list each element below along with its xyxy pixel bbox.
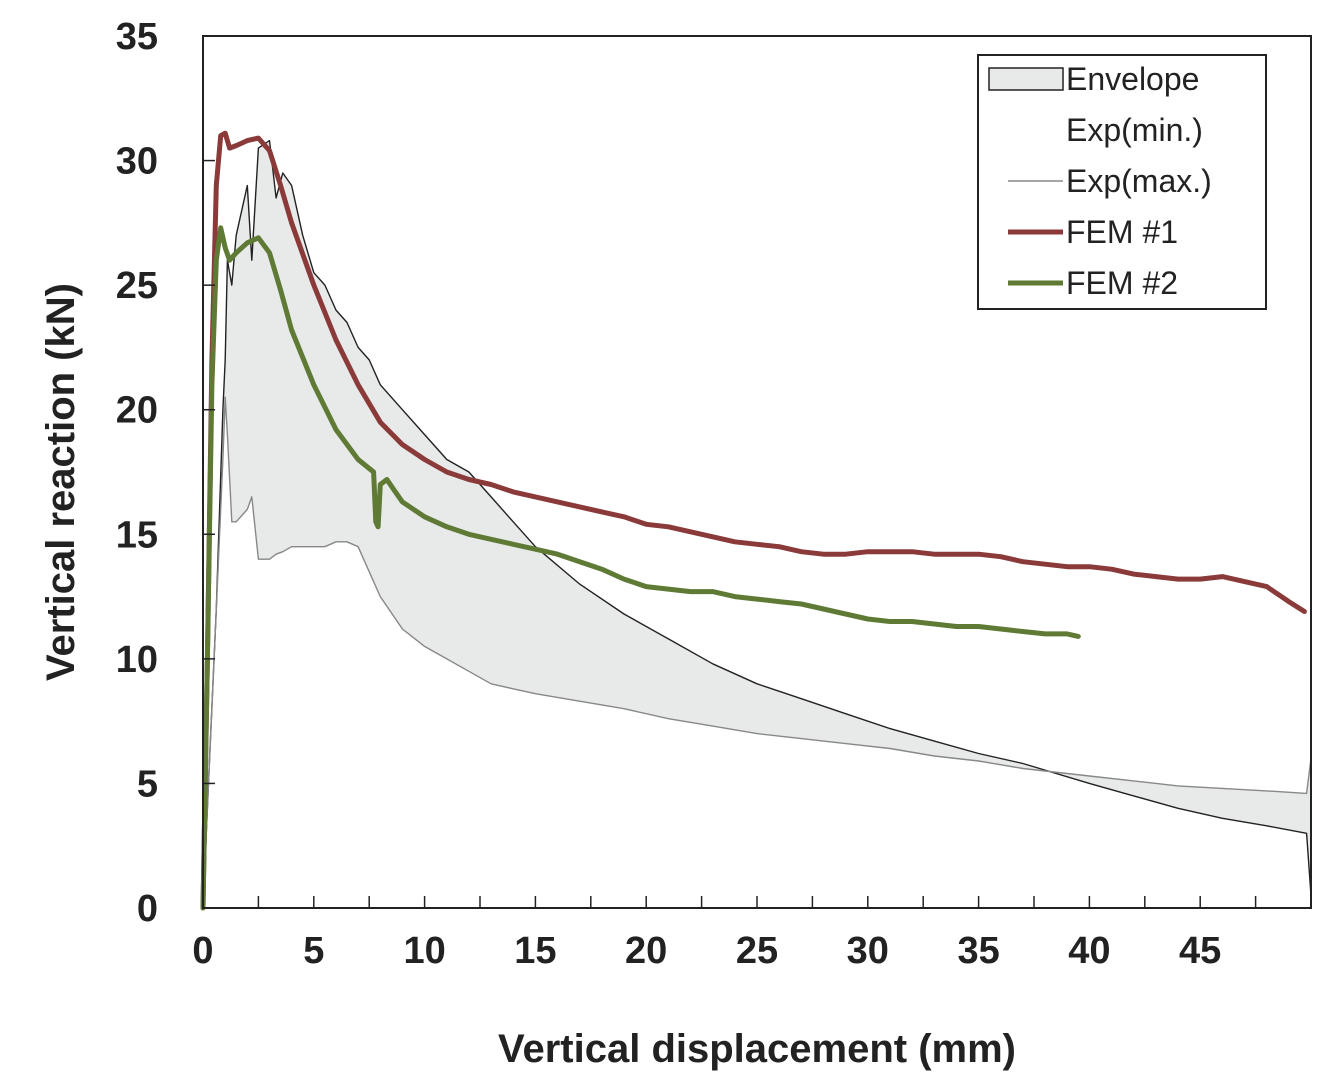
series-fem2-line	[200, 225, 1081, 911]
legend-swatch-envelope	[988, 67, 1064, 91]
x-tick-label: 25	[736, 930, 778, 972]
envelope-area	[203, 140, 1311, 909]
legend-box	[977, 54, 1267, 310]
x-tick-label: 5	[303, 930, 324, 972]
series-fem1-line	[200, 130, 1307, 911]
y-tick-label: 35	[116, 16, 158, 58]
y-tick-label: 30	[116, 141, 158, 183]
x-tick-label: 40	[1068, 930, 1110, 972]
x-axis-title: Vertical displacement (mm)	[498, 1027, 1016, 1071]
y-tick-label: 5	[137, 763, 158, 805]
legend-label-fem2: FEM #2	[1066, 265, 1178, 301]
x-tick-label: 10	[403, 930, 445, 972]
series-exp_min-line	[202, 139, 1312, 909]
x-tick-label: 15	[514, 930, 556, 972]
legend-label-fem1: FEM #1	[1066, 214, 1178, 250]
y-tick-label: 25	[116, 265, 158, 307]
x-tick-label: 0	[192, 930, 213, 972]
x-tick-label: 20	[625, 930, 667, 972]
y-tick-label: 10	[116, 639, 158, 681]
series-exp_max-line	[202, 396, 1312, 909]
y-tick-label: 20	[116, 390, 158, 432]
y-tick-label: 15	[116, 514, 158, 556]
y-tick-label: 0	[137, 888, 158, 930]
legend-label-envelope: Envelope	[1066, 61, 1199, 97]
x-ticks: 0 5 10 15 20 25 30 35 40 45	[192, 896, 1312, 972]
envelope-fill	[203, 140, 1311, 909]
x-tick-label: 45	[1179, 930, 1221, 972]
y-ticks: 0 5 10 15 20 25 30 35	[116, 16, 215, 930]
series-lines	[200, 130, 1312, 911]
x-tick-label: 30	[847, 930, 889, 972]
y-axis-title: Vertical reaction (kN)	[39, 283, 83, 681]
x-tick-label: 35	[957, 930, 999, 972]
legend: Envelope Exp(min.) Exp(max.) FEM #1 FEM #2	[977, 54, 1267, 310]
legend-label-exp_max: Exp(max.)	[1066, 163, 1212, 199]
legend-label-exp_min: Exp(min.)	[1066, 112, 1203, 148]
